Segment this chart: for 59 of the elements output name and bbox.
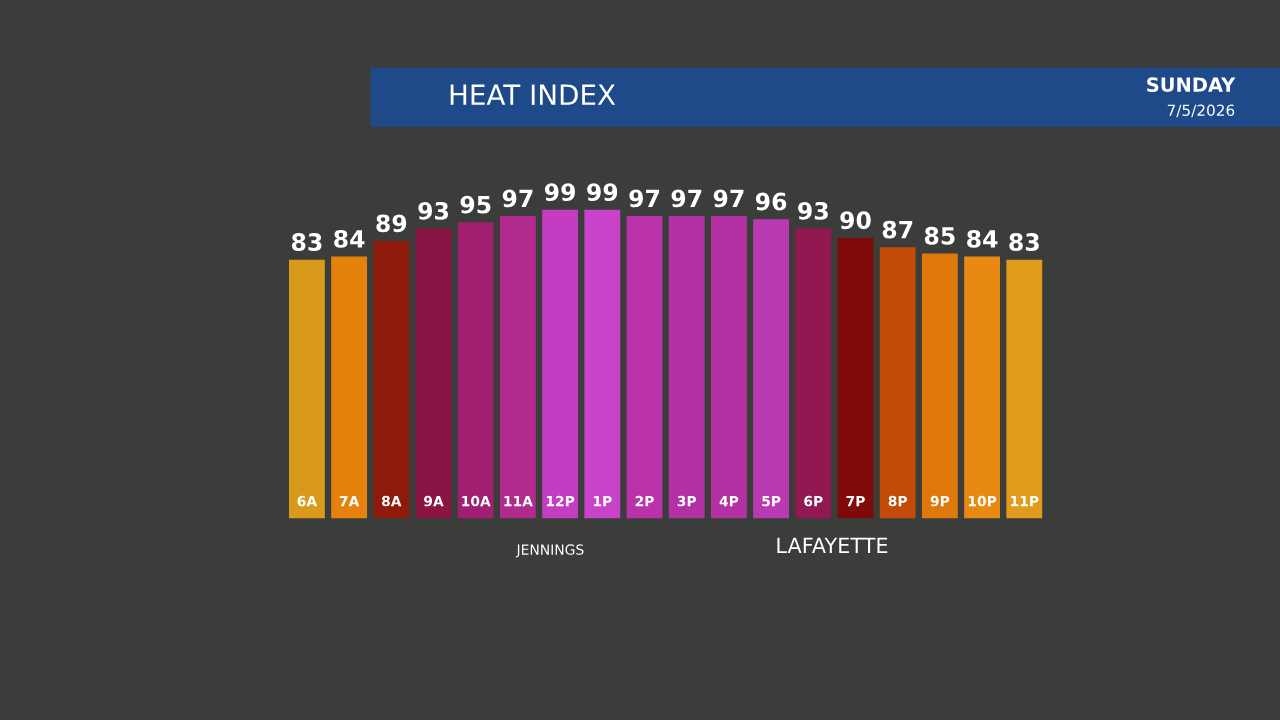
data-label: 90 [840, 211, 871, 230]
data-label: 83 [1009, 233, 1039, 251]
data-label: 85 [924, 226, 955, 245]
bar [921, 253, 958, 519]
bar [331, 256, 368, 519]
bar [584, 209, 621, 519]
data-label: 99 [544, 183, 576, 202]
data-label: 97 [502, 189, 533, 208]
x-tick-label: 6P [804, 495, 823, 507]
data-label: 97 [671, 189, 702, 208]
x-tick-label: 9P [930, 495, 950, 507]
x-tick-label: 4P [719, 496, 739, 507]
x-tick-label: 10A [462, 495, 491, 507]
text: 7/5/2026 [1167, 104, 1235, 118]
bar [964, 256, 1001, 519]
data-label: 96 [755, 192, 787, 211]
data-label: 99 [587, 183, 618, 202]
data-label: 93 [418, 201, 449, 220]
bar [879, 247, 916, 519]
data-label: 84 [967, 229, 998, 248]
x-tick-label: 2P [635, 495, 654, 507]
bar [1006, 259, 1043, 519]
x-tick-label: 5P [762, 496, 781, 507]
text: LAFAYETTE [777, 537, 888, 553]
x-tick-label: 9A [424, 495, 444, 507]
x-tick-label: 11P [1011, 496, 1039, 507]
data-label: 84 [334, 229, 365, 248]
text: SUNDAY [1147, 77, 1236, 93]
data-label: 83 [291, 233, 322, 251]
bar [710, 216, 747, 519]
x-tick-label: 7A [339, 496, 360, 507]
bar [542, 209, 579, 519]
x-tick-label: 12P [546, 495, 575, 507]
bar [795, 228, 832, 519]
bar [415, 228, 452, 519]
data-label: 89 [376, 214, 407, 233]
bar [457, 222, 494, 519]
x-tick-label: 6A [297, 495, 318, 507]
data-label: 97 [629, 189, 660, 208]
x-tick-label: 11A [504, 496, 533, 507]
x-tick-label: 1P [593, 496, 612, 507]
text: JENNINGS [515, 544, 584, 558]
bar [668, 216, 705, 519]
x-tick-label: 8A [381, 495, 402, 507]
data-label: 95 [460, 195, 491, 214]
bar [499, 216, 536, 519]
bar [753, 219, 790, 519]
data-label: 87 [882, 220, 913, 239]
x-tick-label: 8P [888, 495, 908, 507]
data-label: 97 [713, 189, 744, 208]
data-label: 93 [798, 201, 828, 220]
x-tick-label: 7P [846, 496, 865, 507]
bar [288, 259, 325, 519]
x-tick-label: 10P [968, 495, 997, 507]
chart-title: HEAT INDEX [450, 84, 616, 105]
bar [626, 216, 663, 519]
x-tick-label: 3P [677, 495, 697, 507]
bar [837, 237, 874, 519]
bar [373, 241, 410, 519]
